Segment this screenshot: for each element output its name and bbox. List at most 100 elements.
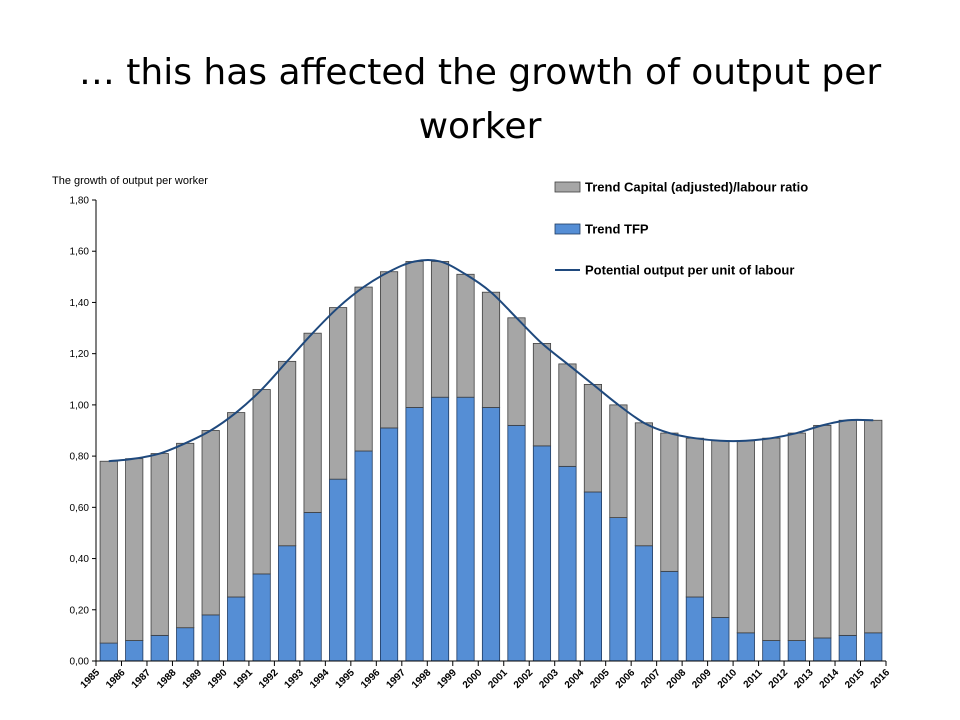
line-potential-output <box>108 259 874 463</box>
x-tick-label: 1999 <box>435 667 459 691</box>
x-tick-label: 1986 <box>104 667 128 691</box>
x-tick-label: 1987 <box>130 667 154 691</box>
bar-trend-capital <box>864 419 883 634</box>
bar-trend-tfp <box>813 637 832 662</box>
bar-trend-tfp <box>227 596 246 662</box>
bar-trend-tfp <box>379 427 399 662</box>
bar-trend-capital <box>558 363 577 467</box>
x-tick-label: 2011 <box>742 667 765 690</box>
bar-trend-capital <box>150 453 169 636</box>
bar-trend-tfp <box>660 570 679 662</box>
legend-label: Trend TFP <box>585 222 649 237</box>
bar-trend-tfp <box>583 491 603 662</box>
x-tick-label: 1992 <box>257 667 281 691</box>
y-tick-label: 0,40 <box>70 554 90 565</box>
bar-trend-tfp <box>634 545 653 662</box>
line-series-group <box>108 259 874 463</box>
bar-trend-tfp <box>201 614 220 662</box>
bar-trend-capital <box>838 419 857 636</box>
x-tick-label: 2009 <box>690 667 714 691</box>
y-tick-label: 0,00 <box>70 657 90 668</box>
bar-trend-capital <box>430 261 450 398</box>
bar-trend-tfp <box>430 396 450 662</box>
legend-swatch <box>554 223 581 235</box>
bar-trend-capital <box>303 332 322 513</box>
x-tick-label: 1989 <box>181 667 205 691</box>
bar-trend-capital <box>507 317 526 426</box>
bar-trend-capital <box>660 432 679 572</box>
bar-trend-tfp <box>507 424 526 662</box>
y-tick-label: 0,60 <box>70 503 90 514</box>
x-tick-label: 2013 <box>792 667 816 691</box>
bar-trend-tfp <box>711 617 730 662</box>
bar-trend-capital <box>252 389 271 575</box>
x-tick-label: 2003 <box>537 667 561 691</box>
x-tick-label: 2015 <box>843 667 867 691</box>
bar-trend-tfp <box>150 634 169 662</box>
x-tick-label: 1998 <box>410 667 434 691</box>
x-tick-label: 2002 <box>512 667 536 691</box>
bar-trend-capital <box>227 412 246 598</box>
x-tick-label: 2014 <box>818 667 842 691</box>
x-tick-label: 1996 <box>359 667 383 691</box>
y-tick-label: 1,20 <box>70 349 90 360</box>
x-tick-label: 2010 <box>716 667 740 691</box>
x-axis: 1985 1986 1987 1988 1989 1990 1991 1992 1993 1994… <box>79 660 892 691</box>
x-tick-label: 2000 <box>461 667 485 691</box>
bar-trend-capital <box>711 440 730 618</box>
x-tick-label: 1994 <box>308 667 332 691</box>
bar-trend-capital <box>736 440 755 634</box>
bars-group <box>99 261 883 662</box>
bar-trend-tfp <box>532 445 552 662</box>
bar-trend-capital <box>176 442 195 629</box>
x-tick-label: 2006 <box>614 667 638 691</box>
bar-trend-tfp <box>481 407 501 662</box>
x-tick-label: 2005 <box>588 667 612 691</box>
bar-trend-capital <box>481 291 501 408</box>
bar-trend-capital <box>125 458 144 641</box>
bar-trend-tfp <box>252 573 271 662</box>
slide-title: … this has affected the growth of output… <box>78 52 882 147</box>
x-tick-label: 1991 <box>232 667 256 691</box>
bar-trend-capital <box>379 271 399 429</box>
bar-trend-capital <box>329 307 348 480</box>
y-axis-title: The growth of output per worker <box>52 175 208 187</box>
bar-trend-tfp <box>762 640 781 662</box>
y-tick-label: 1,00 <box>70 400 90 411</box>
bar-trend-capital <box>278 360 297 547</box>
y-tick-label: 0,80 <box>70 452 90 463</box>
y-tick-label: 0,20 <box>70 605 90 616</box>
bar-trend-tfp <box>303 512 322 662</box>
bar-trend-tfp <box>558 465 577 662</box>
bar-trend-capital <box>685 437 704 598</box>
bar-trend-capital <box>787 432 806 641</box>
y-tick-label: 1,40 <box>70 298 90 309</box>
bar-trend-capital <box>583 383 603 493</box>
x-tick-label: 2001 <box>486 667 510 691</box>
bar-trend-capital <box>532 343 552 447</box>
legend: Trend Capital (adjusted)/labour ratio Tre… <box>554 180 808 278</box>
x-tick-label: 1995 <box>333 667 357 691</box>
bar-trend-tfp <box>864 632 883 662</box>
x-tick-label: 1997 <box>384 667 408 691</box>
bar-trend-capital <box>609 404 628 518</box>
bar-trend-tfp <box>685 596 704 662</box>
bar-trend-capital <box>99 460 118 644</box>
bar-trend-capital <box>813 424 832 639</box>
x-tick-label: 2012 <box>767 667 791 691</box>
bar-trend-tfp <box>456 396 475 662</box>
bar-trend-tfp <box>99 642 118 662</box>
x-tick-label: 2008 <box>665 667 689 691</box>
x-tick-label: 1993 <box>282 667 306 691</box>
x-tick-label: 1988 <box>155 667 179 691</box>
bar-trend-capital <box>762 437 781 641</box>
bar-trend-capital <box>354 286 373 452</box>
bar-trend-capital <box>405 261 424 408</box>
bar-trend-tfp <box>329 478 348 662</box>
bar-trend-tfp <box>609 517 628 662</box>
y-tick-label: 1,80 <box>70 196 90 207</box>
legend-label: Trend Capital (adjusted)/labour ratio <box>585 180 808 195</box>
legend-label: Potential output per unit of labour <box>585 263 794 278</box>
bar-trend-tfp <box>838 634 857 662</box>
